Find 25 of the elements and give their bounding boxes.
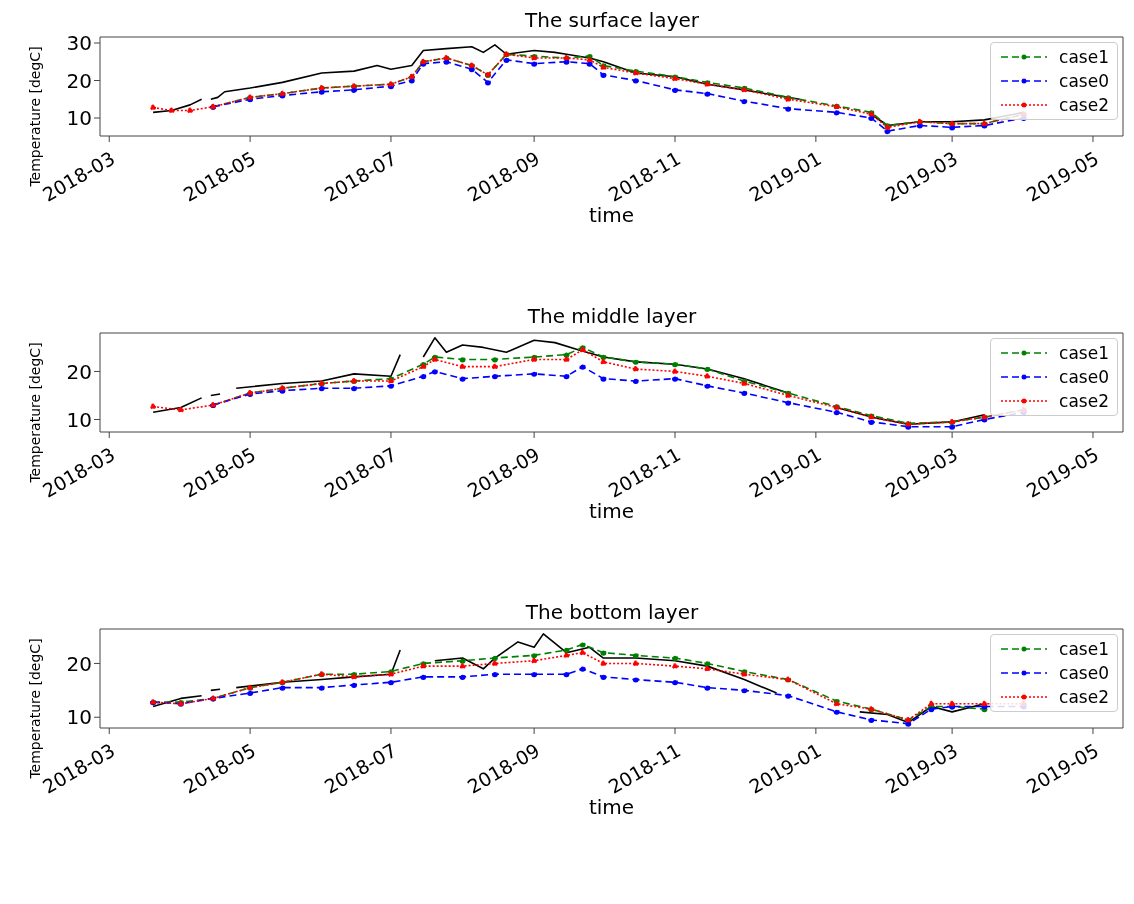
legend-label: case0	[1059, 367, 1109, 387]
legend-label: case0	[1059, 663, 1109, 683]
legend-label: case1	[1059, 343, 1109, 363]
y-tick-label: 10	[66, 106, 92, 131]
chart-title: The bottom layer	[524, 600, 700, 626]
y-tick-label: 20	[66, 359, 92, 384]
y-tick-label: 20	[66, 68, 92, 93]
legend-label: case2	[1059, 391, 1109, 411]
y-axis-title: Temperature [degC]	[27, 46, 43, 188]
y-tick-label: 30	[66, 31, 92, 56]
y-axis-title: Temperature [degC]	[27, 638, 43, 780]
legend-label: case0	[1059, 71, 1109, 91]
legend-label: case1	[1059, 47, 1109, 67]
y-tick-label: 10	[66, 705, 92, 730]
legend-label: case2	[1059, 687, 1109, 707]
y-tick-label: 20	[66, 651, 92, 676]
x-axis-title: time	[588, 499, 635, 523]
chart-title: The middle layer	[526, 304, 698, 330]
legend-label: case2	[1059, 95, 1109, 115]
y-axis-title: Temperature [degC]	[27, 342, 43, 484]
y-tick-label: 10	[66, 407, 92, 432]
legend-label: case1	[1059, 639, 1109, 659]
chart-title: The surface layer	[524, 8, 699, 32]
x-axis-title: time	[588, 795, 635, 819]
x-axis-title: time	[588, 203, 635, 227]
